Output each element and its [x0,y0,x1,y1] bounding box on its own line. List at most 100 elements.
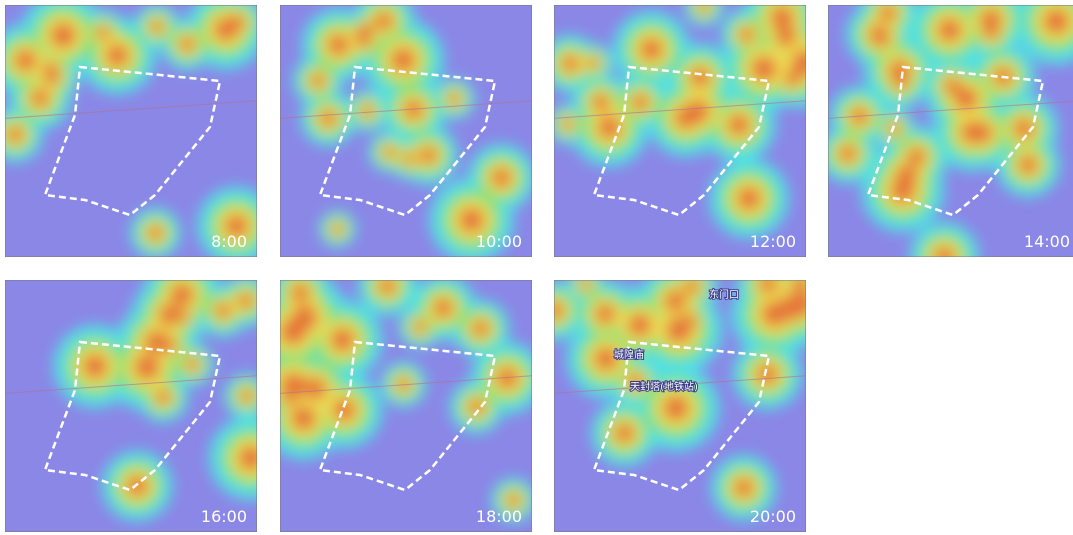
heat-blob [291,283,310,302]
heat-blob [304,378,326,400]
map-panel: 14:00 [819,0,1073,291]
heat-blob [666,317,692,343]
place-label: 东门口 [709,288,739,301]
heat-blob [375,12,394,31]
heat-blob [907,147,926,166]
heat-blob [7,126,23,142]
heat-blob [592,94,609,111]
map-panel: 8:00 [0,0,275,265]
heat-blob [148,226,163,241]
heat-blob [776,26,797,47]
time-label: 18:00 [476,507,522,526]
heat-blob [96,26,110,40]
heat-blob [762,301,788,327]
map-panel: 18:00 [249,257,543,532]
heat-blob [106,44,129,67]
heat-blob [280,319,306,345]
time-label: 16:00 [201,507,247,526]
heat-blob [871,28,890,47]
heat-blob [580,279,591,290]
heat-blob [379,277,397,295]
heat-blob [938,18,962,42]
heat-blob [759,274,778,293]
heat-blob [170,283,193,306]
map-panel: 16:00 [5,256,292,532]
heat-blob [879,4,896,21]
place-label: 天封塔(地铁站) [630,380,698,393]
time-label: 12:00 [750,232,796,251]
heat-blob [332,224,343,235]
heat-blob [356,32,371,47]
heat-blob [238,446,263,471]
heat-blob [448,93,460,105]
heat-blob [459,207,484,232]
heat-blob [955,87,979,111]
heat-blob [640,38,663,61]
heat-blob [44,69,60,85]
heat-blob [283,394,295,406]
heat-blob [433,298,453,318]
time-label: 8:00 [211,232,247,251]
heat-blob [562,118,574,130]
heat-blob [240,389,253,402]
heat-blob [507,493,520,506]
place-label: 城隍庙 [614,348,644,361]
heat-blob [83,354,108,379]
heat-blob [983,23,999,39]
heat-blob [1043,9,1069,35]
heat-blob [792,275,809,292]
map-panel: 12:00 [541,0,848,257]
heat-blob [472,320,489,337]
heat-blob [632,94,649,111]
heat-blob [186,358,199,371]
heat-blob [598,116,621,139]
heat-blob [311,73,326,88]
heat-blob [31,89,50,108]
heat-blob [663,395,689,421]
heat-blob [664,290,686,312]
heat-blob [214,18,238,42]
heat-blob [291,406,316,431]
heat-blob [751,56,776,81]
heat-blob [839,145,857,163]
heat-blob [561,55,578,72]
heat-blob [734,478,753,497]
heat-blob [15,50,37,72]
heat-blob [684,279,700,295]
heat-blob [628,313,651,336]
heat-blob [281,373,307,399]
heat-blob [383,146,395,158]
heat-blob [238,293,254,309]
heat-blob [757,364,778,385]
time-label: 20:00 [750,507,796,526]
heat-blob [784,70,800,86]
heat-blob [739,27,754,42]
map-panel: 10:00 [280,0,535,262]
heat-blob [737,187,761,211]
heat-blob [327,34,349,56]
heat-blob [179,36,194,51]
heatmap-grid: 8:0010:0012:0014:0016:0018:00东门口城隍庙天封塔(地… [0,0,1073,535]
heat-blob [361,104,374,117]
heat-blob [587,57,599,69]
heat-blob [150,20,164,34]
heat-blob [698,1,710,13]
heat-blob [156,390,171,405]
time-label: 10:00 [476,232,522,251]
heat-blob [491,168,511,188]
heat-blob [890,179,915,204]
heat-blob [331,328,355,352]
heat-blob [728,114,750,136]
heat-blob [391,48,416,73]
heat-blob [595,304,615,324]
heat-blob [971,122,993,144]
heat-blob [414,320,427,333]
heat-blob [690,67,710,87]
heat-blob [215,303,231,319]
heat-blob [546,302,564,320]
heat-blob [1019,155,1038,174]
heat-blob [158,304,180,326]
heat-blob [419,146,437,164]
heat-blob [615,423,635,443]
